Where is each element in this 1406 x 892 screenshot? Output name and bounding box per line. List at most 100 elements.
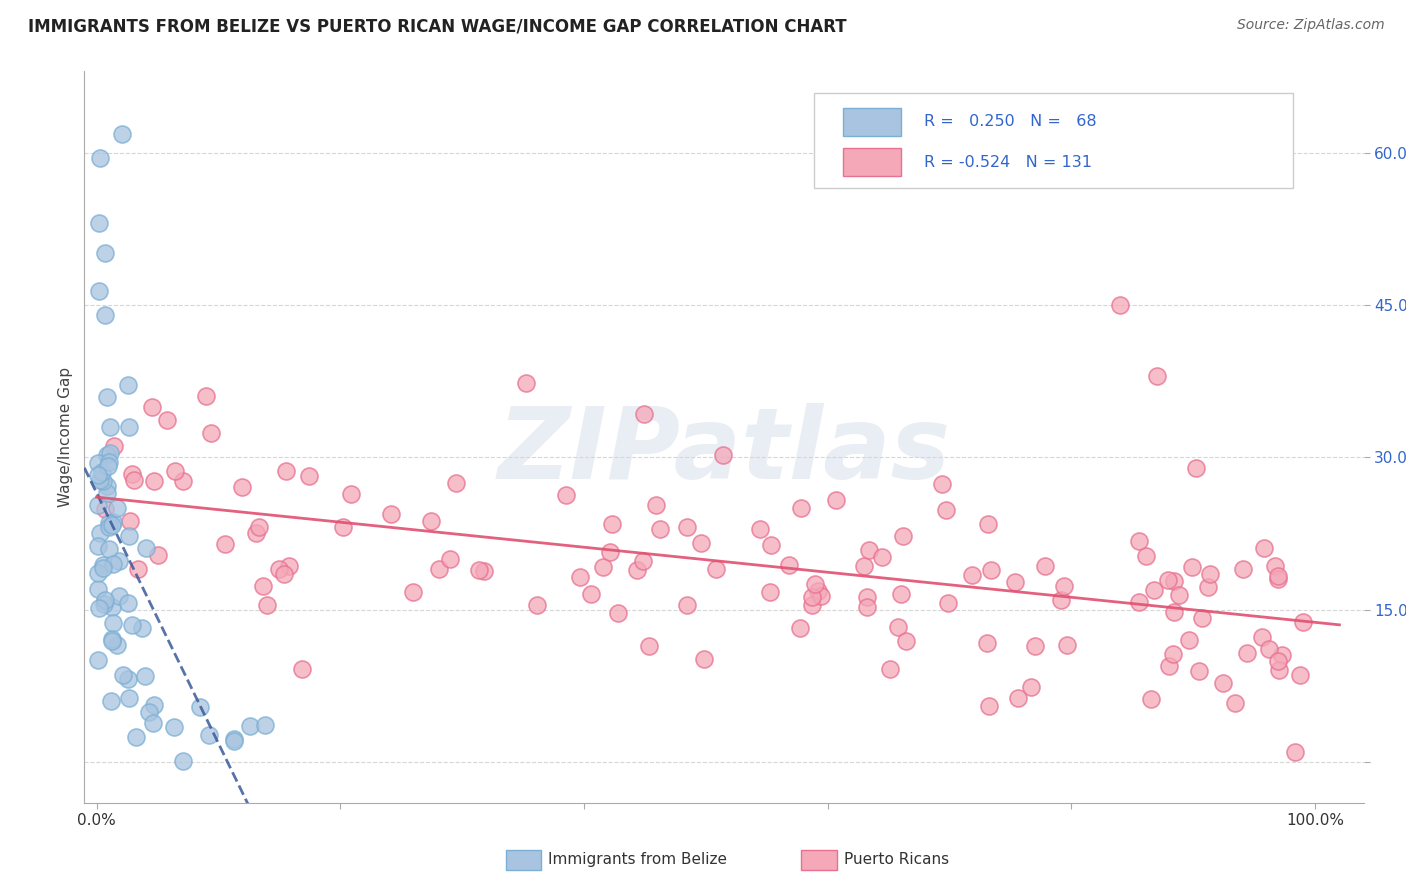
Point — [1188, 665, 1211, 679]
Point — [142, 698, 165, 713]
Point — [633, 408, 655, 422]
Point — [105, 638, 128, 652]
Point — [600, 516, 623, 531]
Point — [111, 127, 134, 141]
Point — [1267, 654, 1289, 668]
Point — [931, 476, 953, 491]
Point — [101, 515, 124, 529]
Point — [134, 669, 156, 683]
Point — [101, 632, 124, 647]
Point — [231, 480, 253, 494]
Point — [801, 599, 824, 613]
Point — [853, 559, 876, 574]
Point — [96, 479, 118, 493]
Point — [472, 564, 495, 578]
Point — [107, 554, 129, 568]
Point — [96, 448, 118, 462]
Point — [825, 493, 848, 508]
Point — [87, 539, 110, 553]
Point — [138, 706, 160, 720]
Point — [1268, 663, 1291, 677]
Point — [789, 622, 811, 636]
Point — [1161, 647, 1184, 661]
Point — [87, 566, 110, 580]
Point — [1140, 692, 1163, 706]
Point — [803, 577, 825, 591]
Point — [214, 537, 236, 551]
Point — [247, 520, 270, 534]
Point — [1253, 541, 1275, 555]
Point — [935, 503, 957, 517]
Point — [253, 718, 276, 732]
Point — [118, 691, 141, 706]
Point — [156, 412, 179, 426]
Point — [93, 597, 115, 611]
Point — [98, 455, 121, 469]
Point — [887, 620, 910, 634]
Point — [1197, 580, 1219, 594]
Point — [1157, 573, 1180, 587]
Point — [245, 525, 267, 540]
Point — [100, 694, 122, 708]
Point — [142, 716, 165, 731]
Text: R = -0.524   N = 131: R = -0.524 N = 131 — [924, 154, 1091, 169]
Point — [894, 633, 917, 648]
Point — [960, 568, 983, 582]
Text: IMMIGRANTS FROM BELIZE VS PUERTO RICAN WAGE/INCOME GAP CORRELATION CHART: IMMIGRANTS FROM BELIZE VS PUERTO RICAN W… — [28, 18, 846, 36]
Point — [222, 731, 245, 746]
Point — [339, 487, 361, 501]
Point — [96, 486, 118, 500]
Point — [94, 502, 117, 516]
Point — [581, 587, 603, 601]
Point — [103, 438, 125, 452]
FancyBboxPatch shape — [814, 94, 1294, 188]
Point — [890, 587, 912, 601]
Point — [87, 456, 110, 470]
Text: Puerto Ricans: Puerto Ricans — [844, 853, 949, 867]
Point — [979, 698, 1001, 713]
Point — [1146, 369, 1168, 384]
Point — [1199, 567, 1222, 582]
Point — [94, 592, 117, 607]
Point — [1135, 549, 1157, 563]
Point — [444, 475, 467, 490]
Point — [1007, 691, 1029, 706]
Point — [977, 516, 1000, 531]
Point — [96, 459, 118, 474]
Point — [645, 499, 668, 513]
Point — [122, 473, 145, 487]
Point — [239, 719, 262, 733]
Point — [172, 754, 194, 768]
Point — [1128, 534, 1150, 549]
Text: R =   0.250   N =   68: R = 0.250 N = 68 — [924, 114, 1097, 129]
Point — [1284, 745, 1306, 759]
Point — [87, 653, 110, 667]
Point — [1019, 680, 1042, 694]
Point — [87, 216, 110, 230]
Point — [135, 541, 157, 555]
Point — [89, 473, 111, 487]
Point — [195, 389, 218, 403]
Point — [91, 474, 114, 488]
Point — [1157, 658, 1180, 673]
Point — [87, 284, 110, 298]
Point — [1185, 461, 1208, 475]
Point — [108, 589, 131, 603]
Point — [1232, 561, 1254, 575]
Point — [1128, 595, 1150, 609]
Point — [690, 536, 713, 550]
Point — [121, 618, 143, 632]
Point — [332, 520, 354, 534]
Point — [1289, 668, 1312, 682]
Point — [870, 549, 893, 564]
Point — [1212, 675, 1234, 690]
Point — [277, 558, 299, 573]
Point — [427, 562, 450, 576]
Point — [749, 522, 772, 536]
Point — [607, 606, 630, 620]
Point — [380, 508, 402, 522]
Point — [101, 634, 124, 648]
Point — [117, 377, 139, 392]
Point — [711, 448, 734, 462]
Point — [807, 584, 830, 599]
